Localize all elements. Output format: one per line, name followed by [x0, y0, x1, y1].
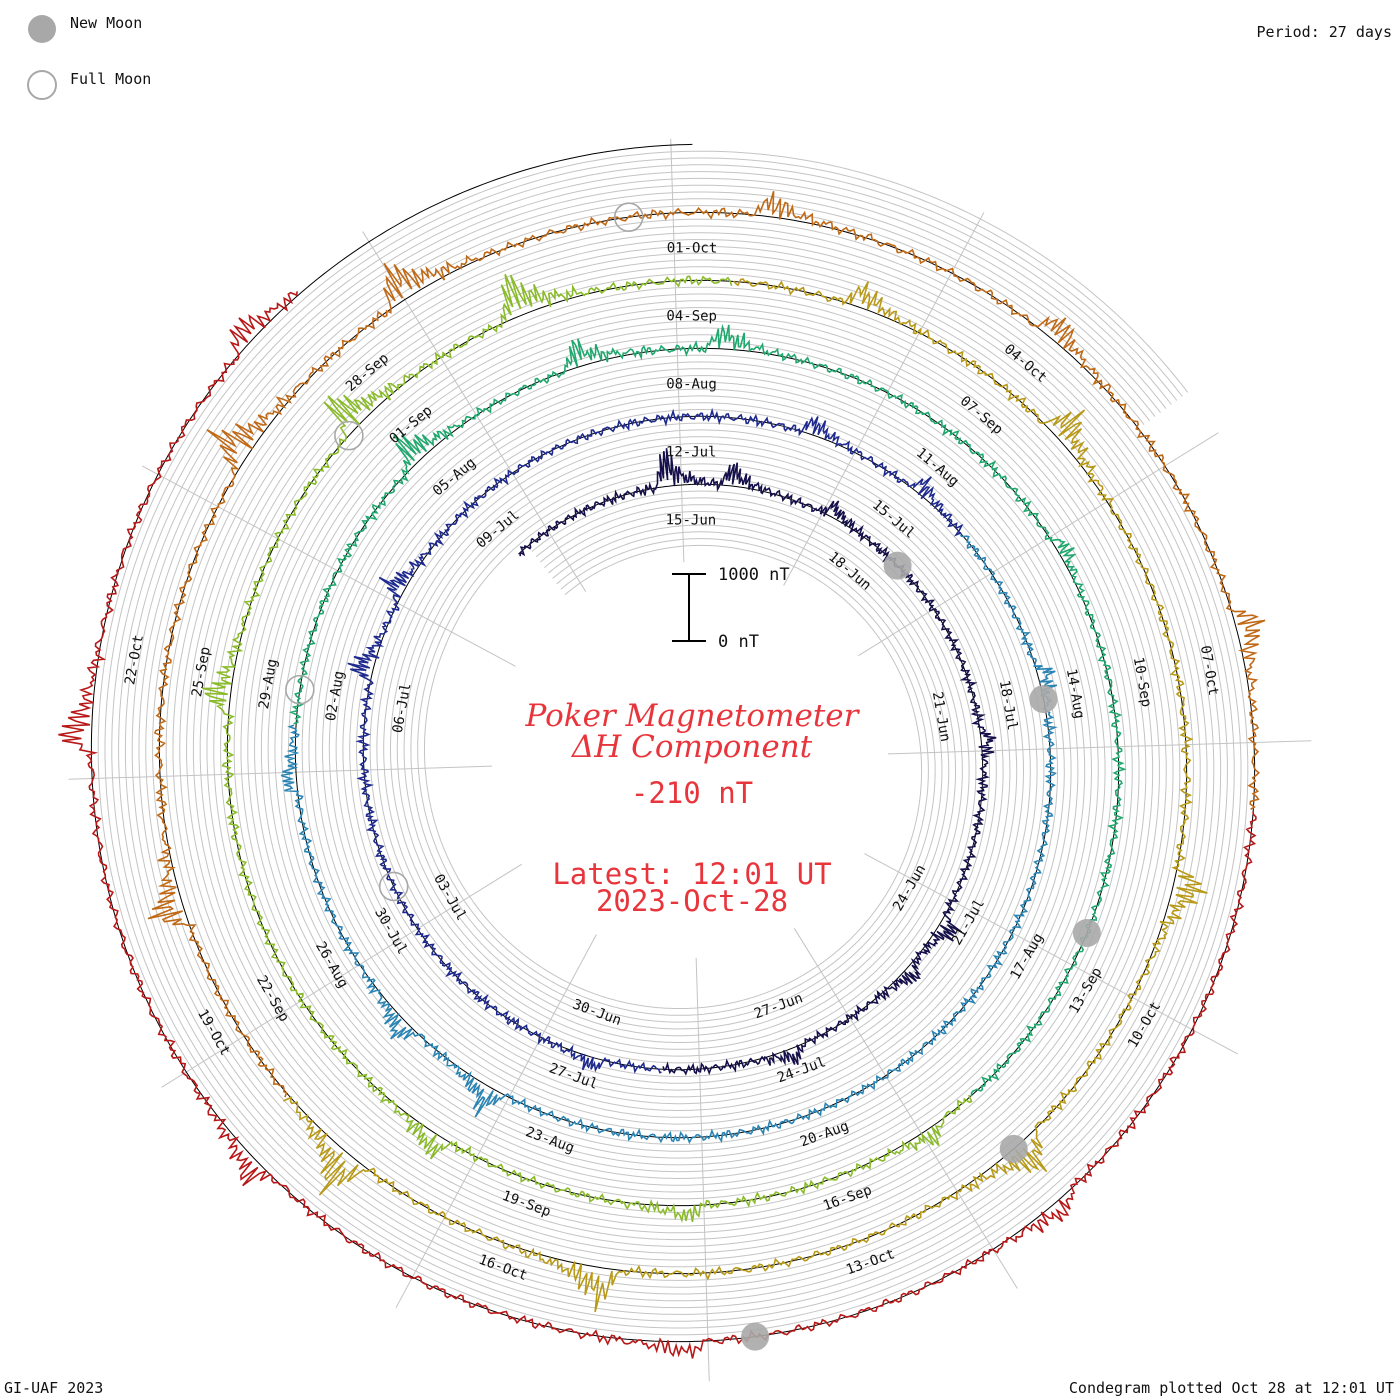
series-line [147, 190, 1266, 1098]
grid-spoke [395, 934, 597, 1308]
date-tick-label: 15-Jul [869, 497, 918, 542]
grid-spoke [783, 212, 985, 586]
date-tick-label: 24-Jun [890, 862, 929, 914]
grid-line [152, 205, 1194, 1281]
series-lines [58, 190, 1266, 1359]
grid-spoke [142, 465, 516, 667]
chart-title: Poker Magnetometer [525, 698, 861, 734]
full-moon-marker [613, 202, 644, 232]
full-moon-marker [285, 674, 315, 705]
date-tick-label: 01-Oct [667, 240, 718, 256]
series-line [288, 323, 1127, 1096]
full-moon-marker [378, 871, 409, 902]
scale-bottom-label: 0 nT [718, 632, 759, 652]
date-tick-label: 18-Jun [825, 549, 874, 594]
new-moon-marker [1072, 919, 1101, 948]
grid-line [118, 171, 1228, 1315]
date-spokes [68, 138, 1312, 1382]
new-moon-icon [28, 15, 56, 43]
grid-spoke [695, 957, 710, 1382]
date-tick-label: 08-Aug [666, 376, 717, 392]
chart-subtitle: ΔH Component [571, 729, 813, 765]
period-label: Period: 27 days [1257, 23, 1392, 41]
date-tick-label: 21-Jul [949, 896, 988, 948]
footer-plot-time: Condegram plotted Oct 28 at 12:01 UT [1069, 1379, 1394, 1397]
date-tick-label: 29-Aug [256, 658, 281, 711]
grid-line [145, 198, 1201, 1288]
series-line [519, 448, 997, 1076]
date-tick-label: 02-Aug [323, 670, 348, 723]
series-line [280, 534, 1058, 1145]
series-line [282, 278, 1208, 1313]
date-tick-label: 04-Sep [666, 308, 717, 324]
grid-line [138, 191, 1208, 1295]
series-line [347, 407, 964, 1074]
new-moon-marker [999, 1134, 1028, 1163]
scale-top-label: 1000 nT [718, 565, 790, 585]
full-moon-marker [334, 420, 364, 451]
latest-date: 2023-Oct-28 [596, 884, 788, 918]
new-moon-marker [1029, 685, 1058, 714]
grid-spoke [858, 432, 1219, 657]
date-tick-label: 07-Sep [957, 393, 1006, 438]
grid-line [124, 177, 1222, 1309]
date-tick-label: 12-Jul [666, 444, 717, 460]
spiral-grid [97, 150, 1249, 1336]
date-tick-label: 06-Jul [390, 682, 415, 735]
footer-credit: GI-UAF 2023 [4, 1379, 103, 1397]
grid-line [131, 184, 1215, 1302]
grid-spoke [887, 740, 1312, 755]
current-value: -210 nT [631, 776, 753, 810]
new-moon-label: New Moon [70, 14, 142, 32]
grid-line [97, 150, 1249, 1336]
grid-line [104, 157, 1242, 1329]
new-moon-marker [741, 1322, 770, 1351]
scale-bar [672, 573, 706, 642]
series-line [58, 291, 1257, 1359]
grid-spoke [793, 928, 1018, 1289]
new-moon-marker [883, 551, 912, 580]
full-moon-label: Full Moon [70, 70, 151, 88]
date-tick-label: 17-Aug [1008, 931, 1047, 983]
grid-spoke [864, 853, 1238, 1055]
series-line [202, 273, 973, 1224]
full-moon-icon [27, 70, 57, 100]
moon-markers [285, 202, 1101, 1351]
grid-spoke [68, 765, 493, 780]
latest-time: Latest: 12:01 UT [552, 857, 831, 891]
grid-spoke [670, 138, 685, 563]
date-tick-label: 15-Jun [666, 512, 717, 528]
grid-spoke [161, 863, 522, 1088]
grid-line [111, 164, 1235, 1322]
